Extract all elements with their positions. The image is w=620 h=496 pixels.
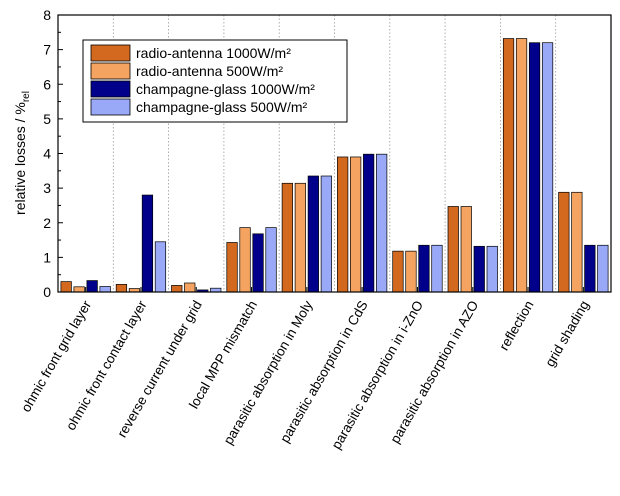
legend-item: champagne-glass 1000W/m² — [90, 80, 315, 98]
bar — [307, 175, 319, 293]
bar — [337, 156, 349, 293]
bar — [515, 38, 528, 293]
x-category-label: parasitic absorption in i-ZnO — [329, 298, 426, 452]
bar-group — [558, 191, 609, 293]
bar-group — [281, 175, 332, 293]
y-tick-label: 0 — [43, 284, 51, 300]
legend-swatch — [90, 44, 131, 62]
legend-item: champagne-glass 500W/m² — [90, 98, 308, 116]
bar — [392, 250, 404, 293]
y-tick-label: 4 — [43, 146, 51, 162]
bar-group — [115, 194, 167, 293]
bar-group — [392, 244, 443, 293]
y-tick-label: 5 — [43, 111, 51, 127]
bar — [363, 153, 375, 293]
legend-swatch — [90, 80, 131, 98]
bar — [486, 245, 498, 293]
bar — [171, 285, 183, 293]
y-tick-label: 8 — [43, 7, 51, 23]
bar — [502, 38, 515, 293]
bar — [184, 282, 196, 293]
bar — [294, 182, 306, 293]
legend-label: champagne-glass 1000W/m² — [136, 81, 315, 97]
y-axis-title: relative losses / %rel — [12, 91, 32, 215]
legend-item: radio-antenna 500W/m² — [90, 62, 283, 80]
bar — [226, 242, 238, 293]
legend-label: radio-antenna 500W/m² — [136, 63, 283, 79]
bar — [558, 191, 570, 293]
legend-item: radio-antenna 1000W/m² — [90, 44, 291, 62]
x-category-label: grid shading — [542, 298, 592, 369]
bar — [265, 227, 277, 293]
y-tick-label: 2 — [43, 215, 51, 231]
y-axis-title-subscript: rel — [21, 91, 32, 102]
bar — [252, 233, 264, 293]
bar-group — [502, 38, 554, 293]
y-tick-label: 7 — [43, 42, 51, 58]
legend-label: radio-antenna 1000W/m² — [136, 45, 291, 61]
x-category-label: reflection — [496, 298, 536, 353]
bar — [460, 206, 472, 293]
bar — [418, 244, 430, 293]
bar-group — [447, 206, 498, 293]
y-axis-title-main: relative losses / % — [12, 102, 28, 215]
bar — [350, 156, 362, 293]
bar — [584, 244, 596, 293]
legend-label: champagne-glass 500W/m² — [136, 99, 308, 115]
bar-group — [226, 227, 277, 293]
legend-swatch — [90, 62, 131, 80]
bar — [571, 191, 583, 293]
y-tick-label: 1 — [43, 249, 51, 265]
bar — [405, 250, 417, 293]
bar — [115, 284, 128, 293]
y-tick-label: 6 — [43, 76, 51, 92]
bar — [447, 206, 459, 293]
legend: radio-antenna 1000W/m² radio-antenna 500W… — [82, 39, 348, 123]
bar — [73, 286, 85, 293]
bar — [60, 281, 72, 293]
y-tick-label: 3 — [43, 180, 51, 196]
bar — [431, 244, 443, 293]
bar — [541, 42, 554, 293]
bar — [281, 182, 293, 293]
bar — [141, 194, 154, 293]
bar — [86, 280, 98, 293]
bar — [528, 42, 541, 293]
legend-swatch — [90, 98, 131, 116]
bar — [473, 245, 485, 293]
y-axis: 0 1 2 3 4 5 6 7 8 — [43, 7, 63, 300]
bar — [597, 244, 609, 293]
bar — [320, 175, 332, 293]
bar — [99, 286, 111, 293]
bar — [239, 227, 251, 293]
bar — [154, 241, 167, 293]
bar — [376, 153, 388, 293]
bar-groups — [60, 38, 609, 293]
bar-group — [337, 153, 388, 293]
